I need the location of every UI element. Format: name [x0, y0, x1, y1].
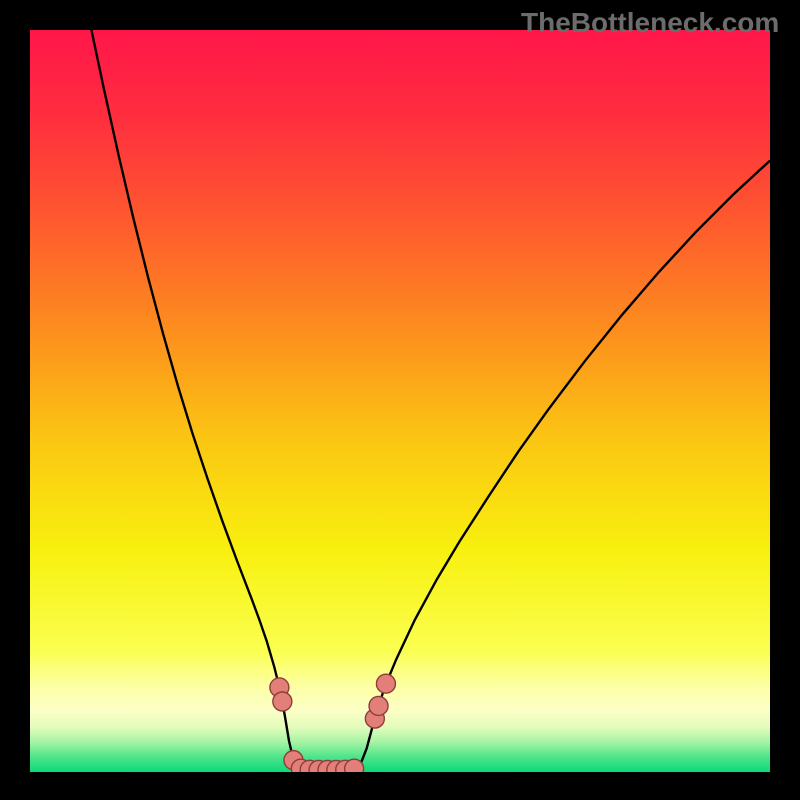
plot-area — [30, 30, 770, 772]
chart-frame — [30, 30, 770, 772]
plot-background — [30, 30, 770, 772]
data-marker — [376, 674, 395, 693]
watermark-text: TheBottleneck.com — [521, 7, 779, 39]
data-marker — [369, 696, 388, 715]
data-marker — [345, 759, 364, 772]
plot-svg — [30, 30, 770, 772]
data-marker — [273, 692, 292, 711]
